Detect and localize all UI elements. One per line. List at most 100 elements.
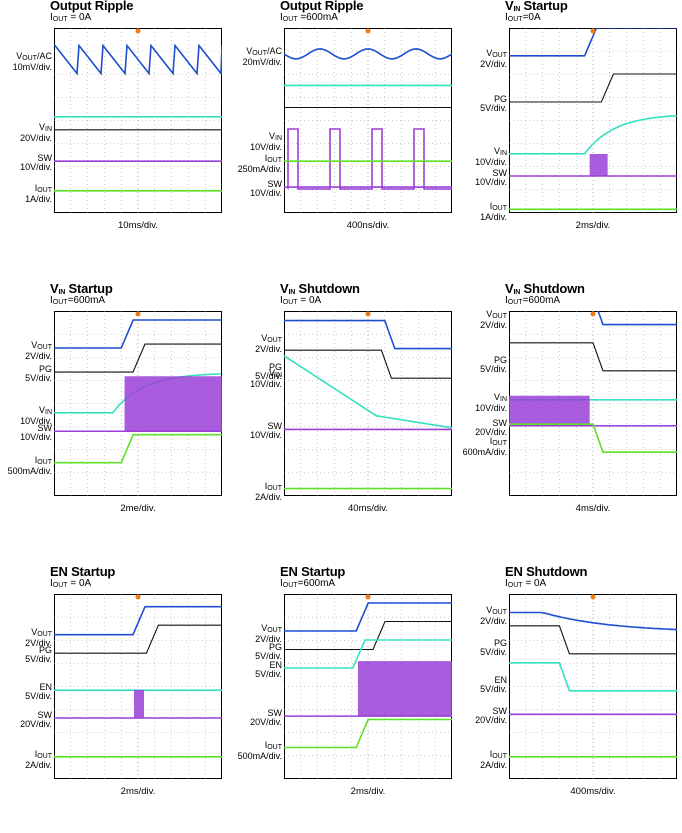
channel-name: IOUT (489, 748, 507, 760)
scope-panel-6: VIN Shutdown IOUT=600mA VOUT 2V/div. PG 5V/di… (455, 281, 682, 550)
channel-name: VOUT (261, 623, 282, 635)
channel-scale: 10V/div. (20, 432, 52, 443)
scope-panel-1: Output Ripple IOUT = 0A VOUT/AC 10mV/div. VI… (0, 0, 227, 267)
channel-name: IOUT (264, 739, 282, 751)
trace-sw-switching-burst (357, 661, 452, 717)
channel-scale: 2A/div. (255, 491, 282, 502)
channel-label: IOUT 1A/div. (25, 183, 52, 204)
trace-pg-1 (284, 620, 452, 651)
scope-screen (54, 311, 222, 496)
scope-panel-8: EN Startup IOUT=600mA VOUT 2V/div. PG 5V/div.… (230, 564, 457, 833)
timebase-label: 400ms/div. (570, 786, 616, 797)
trigger-marker (365, 594, 371, 600)
channel-name: PG (493, 94, 507, 104)
trace-vout-0 (284, 319, 452, 350)
trigger-marker (590, 311, 596, 317)
trace-vin-2 (509, 662, 677, 692)
trace-vout-0 (54, 319, 222, 349)
trace-sw-switching-burst (124, 376, 222, 432)
channel-label: PG 5V/div. (480, 354, 507, 374)
channel-label: VIN 20V/div. (20, 121, 52, 143)
trace-vout-0 (509, 28, 677, 57)
panel-title: Output Ripple (280, 0, 364, 13)
channel-scale: 2V/div. (480, 615, 507, 626)
channel-scale: 10V/div. (475, 156, 507, 167)
channel-name: EN (39, 682, 52, 693)
channel-scale: 600mA/div. (462, 447, 507, 458)
trace-pg-1 (509, 342, 677, 372)
channel-label: IOUT 600mA/div. (463, 437, 507, 457)
channel-name: PG (493, 637, 507, 648)
channel-scale: 2V/div. (480, 319, 507, 330)
panel-subtitle: IOUT=600mA (280, 578, 336, 589)
channel-name: PG (493, 354, 507, 365)
channel-scale: 5V/div. (480, 363, 507, 374)
channel-scale: 20V/div. (475, 715, 507, 726)
channel-name: VIN (268, 131, 282, 143)
channel-label: VOUT 2V/div. (480, 309, 507, 330)
channel-scale: 5V/div. (25, 373, 52, 384)
channel-scale: 5V/div. (480, 103, 507, 113)
panel-subtitle: IOUT = 0A (280, 295, 322, 306)
channel-scale: 2A/div. (480, 759, 507, 770)
channel-label: PG 5V/div. (25, 365, 52, 383)
channel-label: PG 5V/div. (25, 646, 52, 664)
panel-title: VIN Shutdown (505, 281, 585, 296)
channel-name: SW (37, 423, 53, 434)
channel-scale: 5V/div. (480, 683, 507, 694)
channel-name: SW (492, 168, 508, 178)
trigger-marker (365, 311, 371, 317)
channel-name: IOUT (264, 480, 282, 492)
channel-name: PG (38, 364, 52, 375)
timebase-label: 2me/div. (120, 503, 156, 514)
channel-label: SW 20V/div. (250, 709, 282, 727)
channel-scale: 10V/div. (250, 378, 282, 389)
channel-label: IOUT 500mA/div. (238, 739, 282, 761)
channel-scale: 5V/div. (480, 646, 507, 657)
channel-label: VOUT/AC 10mV/div. (13, 52, 52, 72)
timebase-label: 40ms/div. (348, 503, 388, 514)
trace-vout-0 (597, 311, 677, 326)
channel-label: VIN 10V/div. (475, 146, 507, 167)
channel-scale: 1A/div. (25, 193, 52, 204)
channel-label: VOUT 2V/div. (25, 627, 52, 648)
channel-name: IOUT (264, 153, 282, 165)
scope-panel-5: VIN Shutdown IOUT = 0A VOUT 2V/div. PG 5V/div… (230, 281, 457, 550)
scope-screen (284, 311, 452, 496)
channel-name: IOUT (489, 201, 507, 213)
trace-sw-switching-burst (134, 689, 144, 718)
channel-scale: 20V/div. (20, 132, 52, 143)
scope-screen (284, 28, 452, 213)
channel-label: VIN 10V/div. (475, 392, 507, 413)
channel-name: VOUT (261, 332, 282, 344)
panel-subtitle: IOUT=0A (505, 12, 541, 23)
channel-scale: 5V/div. (25, 691, 52, 702)
trace-pg-1 (509, 625, 677, 655)
channel-label: VOUT 2V/div. (480, 48, 507, 69)
panel-subtitle: IOUT=600mA (50, 295, 106, 306)
panel-title: EN Startup (50, 564, 116, 579)
trace-vout-0 (54, 605, 222, 636)
channel-label: SW 10V/div. (20, 154, 52, 172)
channel-label: PG 5V/div. (255, 642, 282, 661)
channel-scale: 1A/div. (480, 212, 507, 223)
channel-name: VIN (38, 121, 52, 133)
trace-pg-1 (509, 73, 677, 103)
channel-name: VOUT (486, 604, 507, 616)
trigger-marker (365, 28, 371, 34)
channel-label: IOUT 250mA/div. (238, 154, 282, 174)
panel-title: EN Shutdown (505, 564, 588, 579)
channel-name: EN (269, 660, 282, 670)
channel-label: PG 5V/div. (480, 95, 507, 113)
trigger-marker (135, 28, 141, 34)
trace-sw-switching-burst (589, 154, 608, 176)
scope-panel-2: Output Ripple IOUT =600mA VOUT/AC 20mV/div.… (230, 0, 457, 267)
channel-name: SW (492, 706, 508, 717)
channel-name: SW (492, 417, 508, 428)
channel-name: VOUT (31, 340, 52, 352)
trace-vout-0 (54, 43, 222, 76)
channel-scale: 5V/div. (25, 654, 52, 665)
channel-scale: 250mA/div. (237, 164, 282, 175)
trace-vout-0 (509, 611, 677, 631)
channel-name: SW (267, 708, 283, 719)
